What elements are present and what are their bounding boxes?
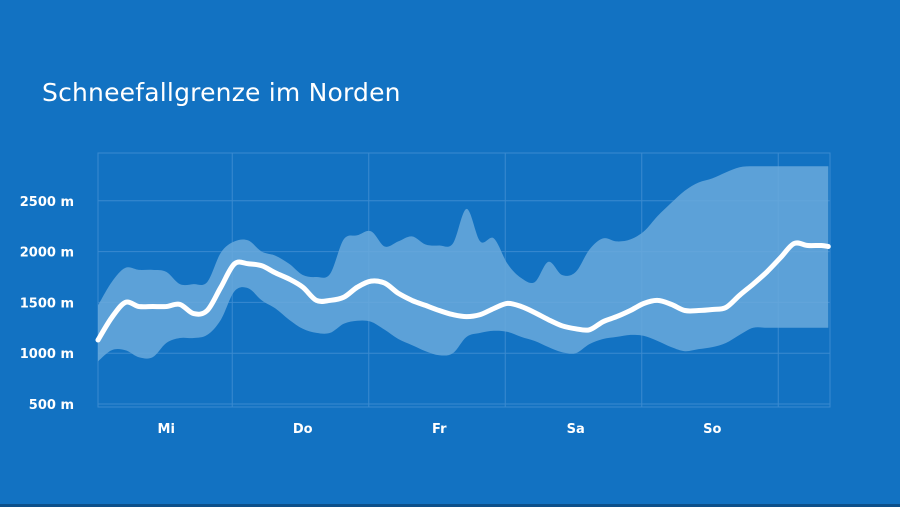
x-tick-label: Mi [158,422,175,437]
y-tick-label: 1000 m [20,347,74,362]
y-tick-label: 2000 m [20,246,74,261]
chart-title: Schneefallgrenze im Norden [42,78,401,107]
range-band [98,166,829,362]
y-tick-label: 1500 m [20,296,74,311]
snowline-line [95,240,831,343]
x-tick-label: So [703,422,721,437]
x-tick-label: Do [293,422,313,437]
bottom-bar [0,504,900,507]
x-tick-label: Sa [567,422,585,437]
plot-frame [97,152,831,408]
y-tick-label: 500 m [29,398,74,413]
y-tick-label: 2500 m [20,195,74,210]
x-tick-label: Fr [432,422,447,437]
